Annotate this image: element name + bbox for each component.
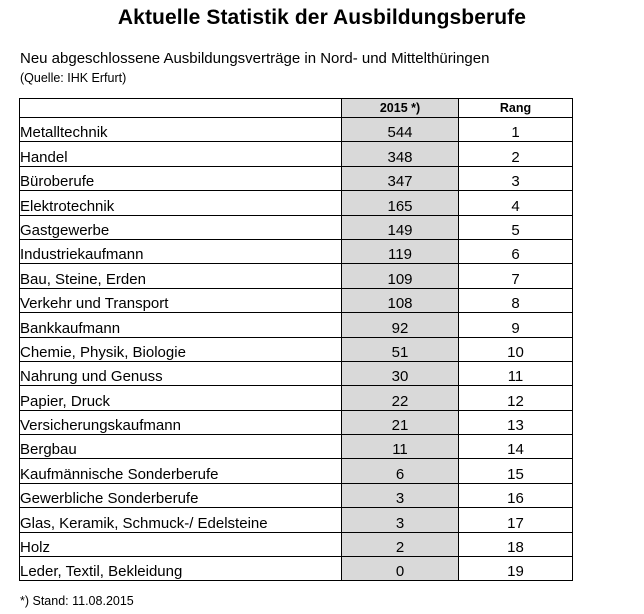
- cell-2015: 0: [341, 556, 459, 582]
- table-row: Nahrung und Genuss 30 11: [19, 360, 573, 387]
- cell-rang: 3: [458, 165, 573, 192]
- cell-beruf: Glas, Keramik, Schmuck-/ Edelsteine: [19, 507, 342, 533]
- table-row: Büroberufe 347 3: [19, 165, 573, 192]
- cell-rang: 5: [458, 214, 573, 240]
- table-row: Papier, Druck 22 12: [19, 385, 573, 411]
- cell-rang: 19: [458, 556, 573, 582]
- cell-rang: 18: [458, 531, 573, 558]
- cell-beruf: Kaufmännische Sonderberufe: [19, 458, 342, 484]
- cell-rang: 11: [458, 360, 573, 387]
- cell-rang: 8: [458, 287, 573, 314]
- cell-rang: 13: [458, 409, 573, 436]
- cell-rang: 16: [458, 482, 573, 509]
- cell-2015: 165: [341, 190, 459, 216]
- header-rang: Rang: [458, 98, 573, 118]
- table-header-row: 2015 *) Rang: [19, 98, 573, 118]
- cell-beruf: Industriekaufmann: [19, 238, 342, 265]
- cell-rang: 9: [458, 312, 573, 338]
- table-row: Versicherungskaufmann 21 13: [19, 409, 573, 436]
- source-note: (Quelle: IHK Erfurt): [20, 71, 127, 85]
- cell-2015: 11: [341, 434, 459, 460]
- table-row: Bankkaufmann 92 9: [19, 312, 573, 338]
- cell-beruf: Leder, Textil, Bekleidung: [19, 556, 342, 582]
- cell-beruf: Papier, Druck: [19, 385, 342, 411]
- cell-2015: 108: [341, 287, 459, 314]
- cell-beruf: Büroberufe: [19, 165, 342, 192]
- table-row: Bau, Steine, Erden 109 7: [19, 263, 573, 289]
- cell-2015: 544: [341, 116, 459, 143]
- cell-beruf: Handel: [19, 141, 342, 167]
- table-row: Gastgewerbe 149 5: [19, 214, 573, 240]
- cell-rang: 12: [458, 385, 573, 411]
- cell-beruf: Elektrotechnik: [19, 190, 342, 216]
- cell-2015: 30: [341, 360, 459, 387]
- cell-2015: 6: [341, 458, 459, 484]
- cell-rang: 7: [458, 263, 573, 289]
- table-row: Leder, Textil, Bekleidung 0 19: [19, 556, 573, 582]
- table-row: Elektrotechnik 165 4: [19, 190, 573, 216]
- table-row: Glas, Keramik, Schmuck-/ Edelsteine 3 17: [19, 507, 573, 533]
- cell-2015: 22: [341, 385, 459, 411]
- cell-2015: 348: [341, 141, 459, 167]
- cell-rang: 1: [458, 116, 573, 143]
- cell-2015: 21: [341, 409, 459, 436]
- cell-2015: 109: [341, 263, 459, 289]
- cell-beruf: Holz: [19, 531, 342, 558]
- cell-rang: 4: [458, 190, 573, 216]
- statistics-table: 2015 *) Rang Metalltechnik 544 1 Handel 348 2…: [19, 98, 573, 582]
- cell-rang: 17: [458, 507, 573, 533]
- table-row: Holz 2 18: [19, 531, 573, 558]
- cell-2015: 3: [341, 482, 459, 509]
- cell-2015: 149: [341, 214, 459, 240]
- cell-beruf: Metalltechnik: [19, 116, 342, 143]
- table-subtitle: Neu abgeschlossene Ausbildungsverträge i…: [20, 50, 490, 67]
- table-row: Chemie, Physik, Biologie 51 10: [19, 336, 573, 362]
- cell-2015: 3: [341, 507, 459, 533]
- cell-rang: 15: [458, 458, 573, 484]
- header-2015: 2015 *): [341, 98, 459, 118]
- cell-beruf: Gewerbliche Sonderberufe: [19, 482, 342, 509]
- cell-beruf: Bau, Steine, Erden: [19, 263, 342, 289]
- cell-rang: 14: [458, 434, 573, 460]
- cell-2015: 2: [341, 531, 459, 558]
- cell-beruf: Gastgewerbe: [19, 214, 342, 240]
- cell-2015: 347: [341, 165, 459, 192]
- cell-beruf: Chemie, Physik, Biologie: [19, 336, 342, 362]
- table-row: Kaufmännische Sonderberufe 6 15: [19, 458, 573, 484]
- cell-beruf: Verkehr und Transport: [19, 287, 342, 314]
- cell-beruf: Versicherungskaufmann: [19, 409, 342, 436]
- header-beruf: [19, 98, 342, 118]
- cell-2015: 119: [341, 238, 459, 265]
- table-row: Verkehr und Transport 108 8: [19, 287, 573, 314]
- table-row: Bergbau 11 14: [19, 434, 573, 460]
- page-title: Aktuelle Statistik der Ausbildungsberufe: [117, 6, 527, 29]
- cell-beruf: Bankkaufmann: [19, 312, 342, 338]
- cell-rang: 2: [458, 141, 573, 167]
- cell-beruf: Bergbau: [19, 434, 342, 460]
- footnote: *) Stand: 11.08.2015: [20, 594, 134, 608]
- table-row: Gewerbliche Sonderberufe 3 16: [19, 482, 573, 509]
- table-body: Metalltechnik 544 1 Handel 348 2 Büroberufe 347…: [19, 116, 573, 582]
- cell-beruf: Nahrung und Genuss: [19, 360, 342, 387]
- cell-2015: 51: [341, 336, 459, 362]
- table-row: Handel 348 2: [19, 141, 573, 167]
- table-row: Industriekaufmann 119 6: [19, 238, 573, 265]
- table-row: Metalltechnik 544 1: [19, 116, 573, 143]
- cell-2015: 92: [341, 312, 459, 338]
- cell-rang: 6: [458, 238, 573, 265]
- cell-rang: 10: [458, 336, 573, 362]
